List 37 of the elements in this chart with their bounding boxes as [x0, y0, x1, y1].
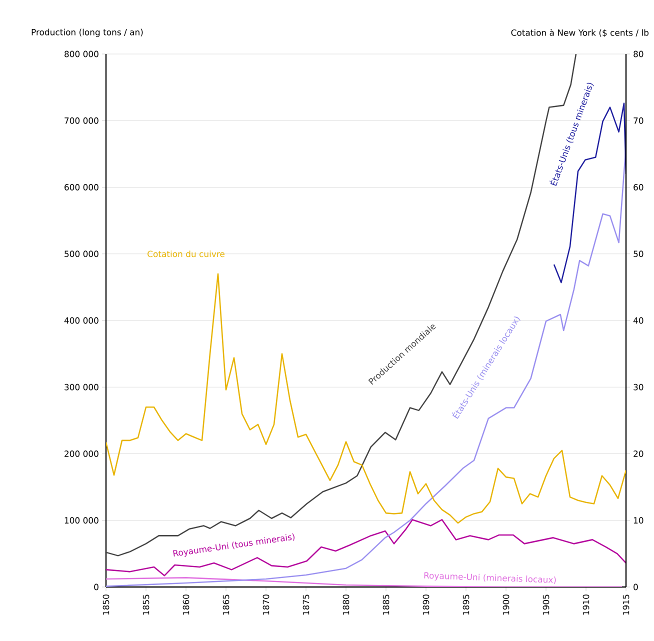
y-tick-label: 200 000 [64, 450, 98, 457]
y2-tick-label: 0 [634, 584, 638, 590]
y-tick-label: 300 000 [64, 384, 98, 390]
x-tick-label: 1850 [102, 594, 110, 615]
y-tick-label: 0 [94, 584, 98, 590]
x-tick-label: 1915 [622, 594, 630, 615]
x-tick-label: 1900 [502, 594, 510, 615]
x-tick-label: 1910 [582, 594, 590, 615]
y-tick-label: 500 000 [64, 250, 98, 258]
text: Cotation du cuivre [148, 250, 224, 258]
y-tick-label: 100 000 [64, 517, 98, 524]
y2-axis-title: Cotation à New York ($ cents / lb [511, 28, 649, 37]
y-tick-label: 700 000 [64, 117, 98, 124]
y2-tick-label: 50 [634, 250, 644, 258]
x-tick-label: 1860 [182, 594, 190, 615]
line-series [106, 54, 577, 556]
x-tick-label: 1865 [222, 594, 230, 615]
x-tick-label: 1905 [542, 594, 550, 615]
y2-tick-label: 10 [634, 517, 644, 524]
x-tick-label: 1870 [262, 594, 270, 615]
y-axis-title: Production (long tons / an) [32, 28, 143, 37]
y2-tick-label: 20 [634, 450, 644, 457]
y2-tick-label: 30 [634, 384, 644, 390]
x-tick-label: 1880 [342, 594, 350, 615]
x-tick-label: 1890 [422, 594, 430, 615]
y-tick-label: 800 000 [64, 50, 98, 58]
y2-tick-label: 70 [634, 117, 644, 124]
y-tick-label: 400 000 [64, 317, 98, 324]
y2-tick-label: 60 [634, 184, 644, 190]
x-tick-label: 1885 [382, 594, 390, 615]
x-tick-label: 1875 [302, 594, 310, 615]
y-tick-label: 600 000 [64, 184, 98, 190]
x-tick-label: 1855 [142, 594, 150, 615]
y2-tick-label: 80 [634, 50, 644, 58]
x-tick-label: 1895 [462, 594, 470, 615]
y2-tick-label: 40 [633, 317, 644, 324]
series-label: Royaume-Uni (minerais locaux) [424, 572, 556, 584]
